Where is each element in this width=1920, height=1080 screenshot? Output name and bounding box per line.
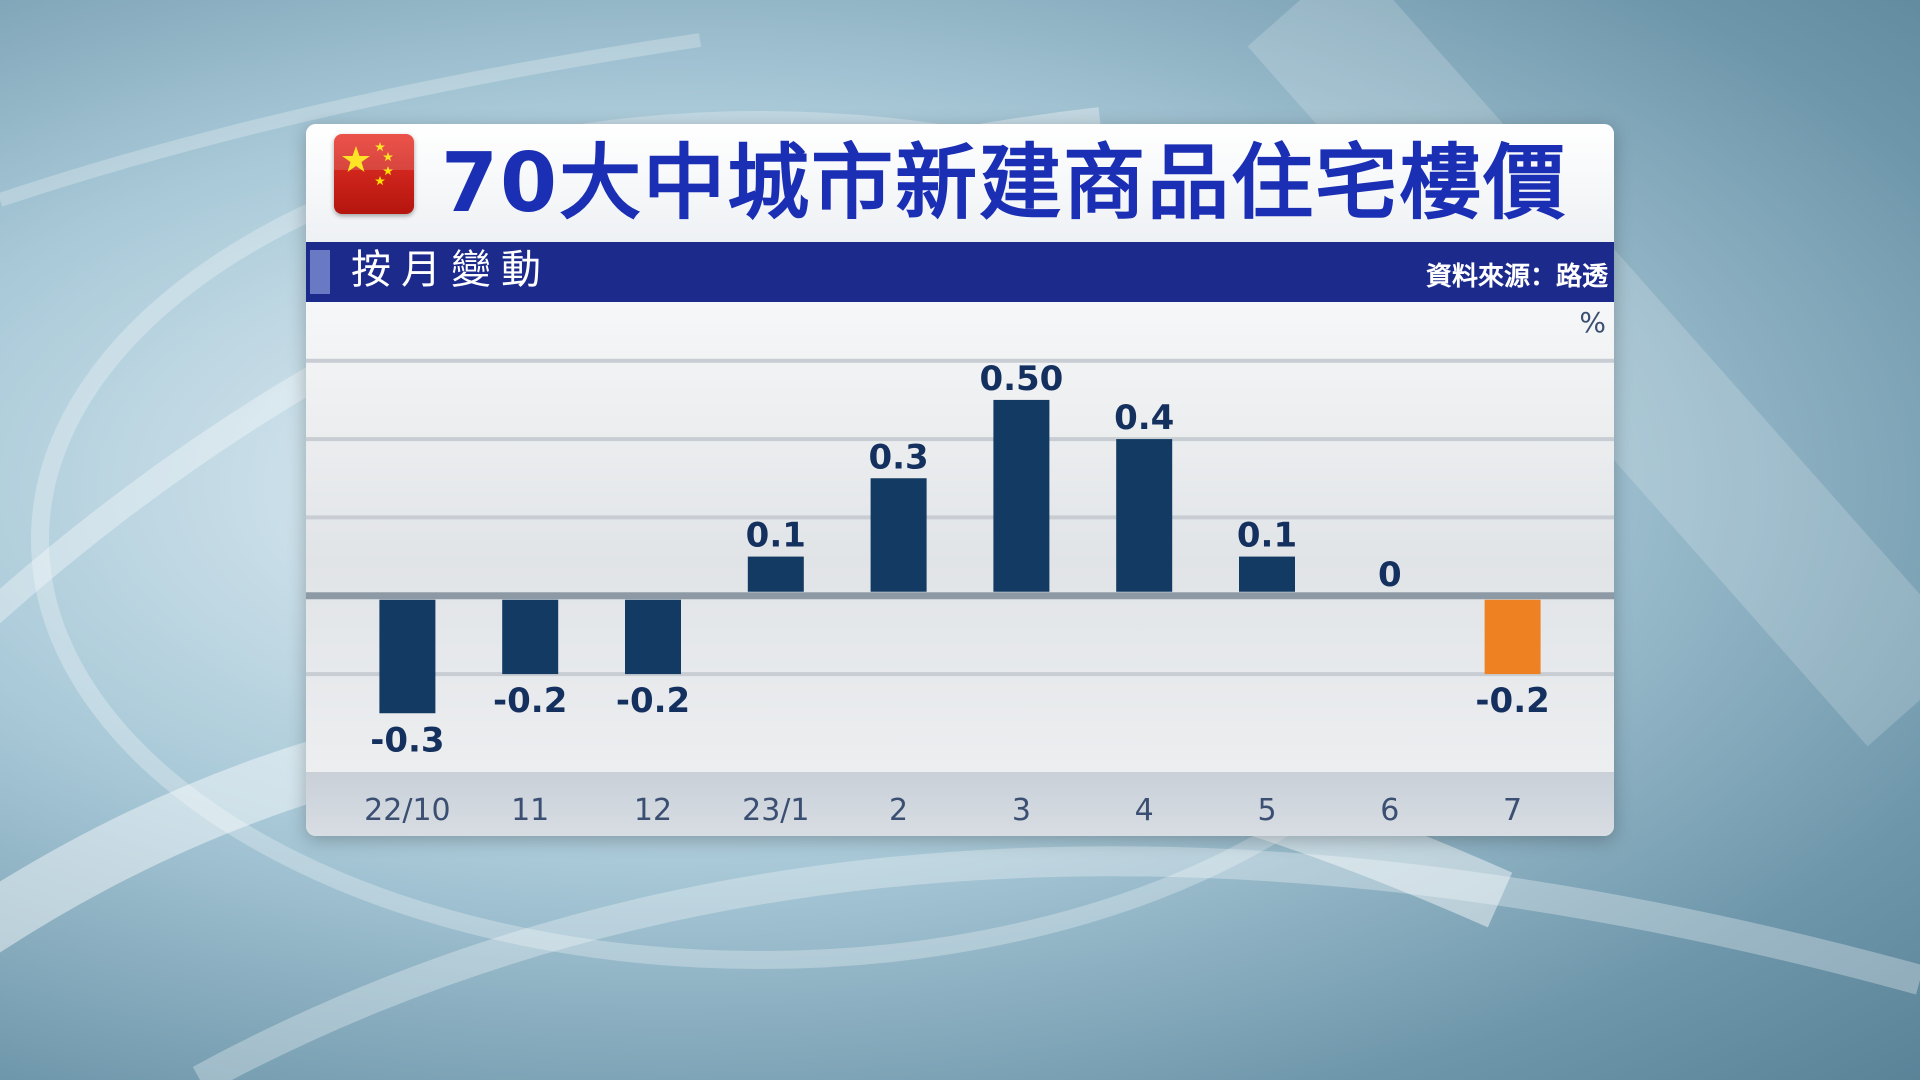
data-label: 0.3 <box>868 437 928 477</box>
x-axis-band <box>306 772 1614 836</box>
data-label: 0.1 <box>1237 516 1297 556</box>
china-flag-icon <box>334 134 414 214</box>
plot-area <box>306 302 1614 772</box>
x-tick-label: 7 <box>1503 793 1522 828</box>
bar-3 <box>993 399 1050 592</box>
x-tick-label: 22/10 <box>364 793 450 828</box>
data-label: -0.3 <box>370 720 444 760</box>
source-note: 資料來源：路透 <box>1425 262 1608 292</box>
x-tick-label: 3 <box>1012 793 1031 828</box>
subtitle-bar: 按月變動 資料來源：路透 <box>306 242 1614 302</box>
chart-panel: 70大中城市新建商品住宅樓價 按月變動 資料來源：路透 -0.3 -0.2 -0.2… <box>306 124 1614 836</box>
x-tick-label: 4 <box>1135 793 1154 828</box>
unit-label: % <box>1579 306 1606 339</box>
chart-subtitle: 按月變動 <box>351 247 551 293</box>
bar-22/10 <box>379 599 436 714</box>
data-label: -0.2 <box>616 681 690 721</box>
x-tick-label: 6 <box>1380 793 1399 828</box>
data-label: 0.1 <box>746 516 806 556</box>
title-bar: 70大中城市新建商品住宅樓價 <box>306 124 1614 242</box>
chart-title: 70大中城市新建商品住宅樓價 <box>441 136 1568 231</box>
x-tick-label: 12 <box>634 793 672 828</box>
bar-chart: -0.3 -0.2 -0.2 0.1 0.3 0.50 0.4 0.1 0 -0.2 22/10 1… <box>306 302 1614 836</box>
bar-2 <box>870 478 927 592</box>
x-tick-label: 5 <box>1257 793 1276 828</box>
bar-7 <box>1484 599 1541 675</box>
bar-23/1 <box>747 556 804 592</box>
bar-12 <box>625 599 681 675</box>
bar-5 <box>1239 556 1295 592</box>
data-label: 0 <box>1378 555 1402 595</box>
data-label: -0.2 <box>493 681 567 721</box>
data-label: 0.50 <box>979 359 1063 399</box>
subtitle-accent <box>310 250 330 294</box>
x-tick-label: 2 <box>889 793 908 828</box>
x-tick-label: 11 <box>511 793 549 828</box>
x-tick-label: 23/1 <box>742 793 809 828</box>
bar-4 <box>1116 439 1173 592</box>
data-label: -0.2 <box>1475 681 1549 721</box>
bar-11 <box>502 599 559 675</box>
data-label: 0.4 <box>1114 398 1174 438</box>
